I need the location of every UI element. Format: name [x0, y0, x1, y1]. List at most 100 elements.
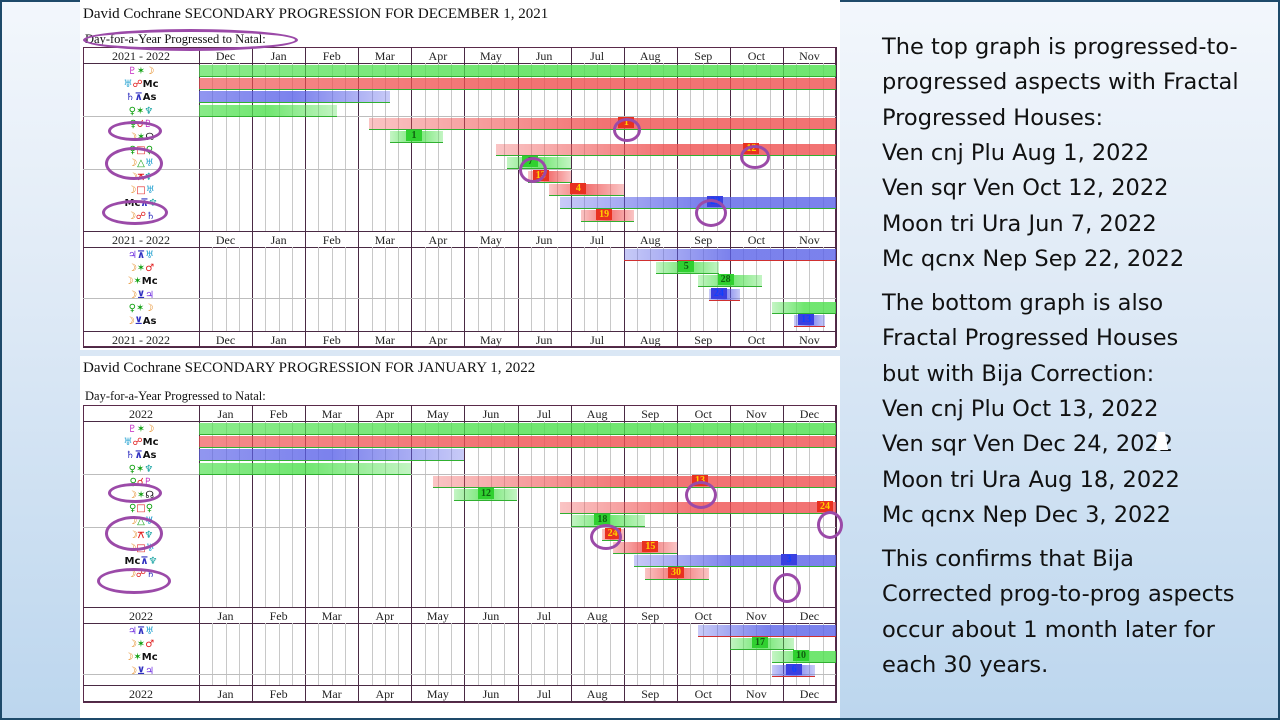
aspect-bar: 24	[709, 289, 741, 301]
week-gridline	[212, 247, 213, 331]
aspect-glyph-icon: ♂	[145, 639, 154, 650]
month-label-jul: Jul	[518, 686, 571, 702]
month-label-dec: Dec	[783, 686, 836, 702]
month-label-mar: Mar	[305, 608, 358, 624]
month-label-nov: Nov	[730, 608, 783, 624]
aspect-glyph-icon: c	[153, 437, 159, 448]
week-gridline	[398, 623, 399, 685]
month-label-jul: Jul	[518, 608, 571, 624]
aspect-label: ☽⊻As	[83, 315, 199, 328]
aspect-glyph-icon: ☽	[145, 424, 154, 435]
aspect-bar	[199, 423, 836, 435]
note-line: but with Bija Correction:	[882, 357, 1154, 392]
week-gridline	[504, 247, 505, 331]
aspect-glyph-icon: ♅	[145, 626, 154, 637]
aspect-glyph-icon: ⊻	[137, 666, 145, 677]
week-gridline	[544, 623, 545, 685]
year-label: 2021 - 2022	[83, 332, 199, 348]
week-gridline	[332, 623, 333, 685]
month-gridline	[464, 47, 465, 347]
week-gridline	[372, 623, 373, 685]
month-label-jan: Jan	[252, 332, 305, 348]
month-label-apr: Apr	[411, 232, 464, 248]
month-label-mar: Mar	[358, 332, 411, 348]
aspect-glyph-icon: ♆	[149, 556, 158, 567]
aspect-bar: 19	[581, 210, 634, 222]
aspect-glyph-icon: ☽	[128, 666, 137, 677]
aspect-glyph-icon: ♄	[126, 92, 135, 103]
month-label-aug: Aug	[571, 608, 624, 624]
month-label-jan: Jan	[252, 232, 305, 248]
aspect-label: ☽✶♂	[83, 262, 199, 275]
aspect-label: ♇✶☽	[83, 423, 199, 436]
month-label-apr: Apr	[411, 332, 464, 348]
aspect-glyph-icon: ♂	[145, 263, 154, 274]
aspect-glyph-icon: M	[142, 652, 152, 663]
aspect-label: ♀✶☽	[83, 302, 199, 315]
week-gridline	[584, 623, 585, 685]
highlight-ring-exact	[695, 199, 727, 227]
month-label-feb: Feb	[305, 48, 358, 64]
aspect-glyph-icon: ⊼	[140, 556, 148, 567]
month-gridline	[677, 405, 678, 703]
exact-day-label: 28	[718, 274, 734, 285]
week-gridline	[279, 247, 280, 331]
aspect-glyph-icon: s	[150, 450, 156, 461]
month-gridline	[518, 47, 519, 347]
week-gridline	[318, 623, 319, 685]
week-gridline	[557, 247, 558, 331]
aspect-glyph-icon: ☽	[128, 263, 137, 274]
highlight-ring-exact	[685, 481, 717, 509]
week-gridline	[345, 247, 346, 331]
aspect-glyph-icon: ♃	[145, 666, 154, 677]
note-line: Fractal Progressed Houses	[882, 321, 1178, 356]
aspect-glyph-icon: ✶	[137, 424, 145, 435]
aspect-label: ♅☍Mc	[83, 436, 199, 449]
month-label-oct: Oct	[677, 406, 730, 422]
week-gridline	[385, 247, 386, 331]
week-gridline	[372, 247, 373, 331]
aspect-glyph-icon: M	[125, 556, 135, 567]
week-gridline	[478, 247, 479, 331]
month-label-may: May	[464, 332, 517, 348]
aspect-glyph-icon: ☍	[132, 437, 142, 448]
week-gridline	[438, 247, 439, 331]
month-label-oct: Oct	[677, 686, 730, 702]
note-line: Corrected prog-to-prog aspects	[882, 577, 1235, 612]
aspect-glyph-icon: ⊼	[135, 450, 143, 461]
month-label-sep: Sep	[677, 332, 730, 348]
aspect-glyph-icon: ♅	[145, 250, 154, 261]
exact-day-label: 15	[642, 541, 658, 552]
aspect-bar: 17	[730, 638, 794, 650]
aspect-label: ☽✶Mc	[83, 651, 199, 664]
year-label: 2022	[83, 406, 199, 422]
month-label-aug: Aug	[624, 232, 677, 248]
exact-day-label: 12	[478, 488, 494, 499]
week-gridline	[584, 247, 585, 331]
note-line: progressed aspects with Fractal	[882, 65, 1239, 100]
week-gridline	[531, 421, 532, 607]
week-gridline	[478, 623, 479, 685]
month-label-sep: Sep	[624, 608, 677, 624]
aspect-bar	[199, 78, 836, 90]
aspect-bar	[199, 463, 411, 475]
month-label-apr: Apr	[358, 406, 411, 422]
aspect-bar	[199, 105, 337, 117]
aspect-glyph-icon: ☽	[128, 290, 137, 301]
note-line: Ven sqr Ven Oct 12, 2022	[882, 171, 1168, 206]
aspect-bar	[772, 302, 836, 314]
exact-day-label: 4	[570, 183, 586, 194]
aspect-glyph-icon: ♀	[129, 303, 136, 314]
aspect-bar	[199, 449, 464, 461]
month-label-aug: Aug	[571, 686, 624, 702]
aspect-label: ☽⊻♃	[83, 289, 199, 302]
month-gridline	[518, 405, 519, 703]
week-gridline	[265, 247, 266, 331]
month-label-nov: Nov	[730, 686, 783, 702]
aspect-glyph-icon: ✶	[137, 263, 145, 274]
month-label-apr: Apr	[358, 686, 411, 702]
note-line: Ven sqr Ven Dec 24, 2022	[882, 427, 1173, 462]
aspect-glyph-icon: ⊼	[137, 250, 145, 261]
month-label-may: May	[411, 608, 464, 624]
week-gridline	[239, 247, 240, 331]
